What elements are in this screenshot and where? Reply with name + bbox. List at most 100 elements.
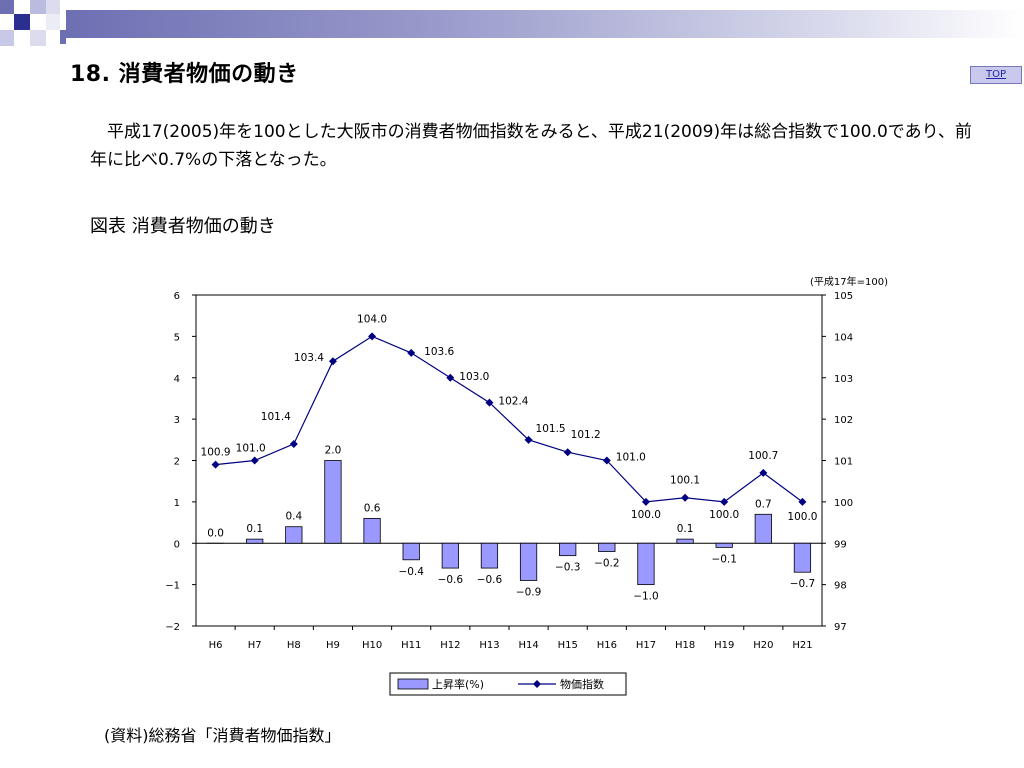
page-title: 18. 消費者物価の動き: [70, 62, 299, 87]
legend-bar-label: 上昇率(%): [432, 677, 484, 691]
line-point: [524, 435, 533, 444]
header-decoration: [0, 0, 66, 60]
bar: [754, 513, 772, 544]
right-axis-tick-label: 105: [834, 291, 853, 302]
line-data-label: 100.9: [201, 447, 231, 459]
line-data-label: 100.0: [631, 509, 661, 521]
source-note: (資料)総務省「消費者物価指数」: [104, 726, 341, 745]
line-point: [720, 497, 729, 506]
left-axis-tick-label: 0: [174, 539, 180, 550]
bar: [402, 542, 420, 561]
x-axis-tick-label: H20: [753, 640, 773, 651]
line-data-label: 103.6: [424, 346, 454, 358]
left-axis-tick-label: 2: [174, 457, 180, 468]
plot-frame: [195, 294, 823, 627]
x-axis-tick-label: H21: [792, 640, 812, 651]
line-data-label: 100.1: [670, 475, 700, 487]
bar: [676, 538, 694, 544]
line-point: [289, 439, 298, 448]
x-axis-tick-label: H11: [401, 640, 421, 651]
bar: [793, 542, 812, 573]
right-axis-tick-label: 100: [834, 498, 853, 509]
legend-line-label: 物価指数: [560, 677, 604, 691]
x-axis-tick-label: H14: [518, 640, 538, 651]
right-axis-note: (平成17年=100): [810, 275, 888, 288]
bar-data-label: 0.4: [285, 511, 302, 523]
left-axis-tick-label: −1: [165, 581, 180, 592]
data-labels: 0.0 0.1 0.4 2.0 0.6 −0.4 −0.6 −0.6 −0.9 −0.3 −0.2 −…: [201, 313, 818, 602]
right-axis-tick-label: 102: [834, 415, 853, 426]
bar-data-label: 0.0: [207, 527, 224, 539]
right-axis-tick-label: 98: [834, 581, 847, 592]
bar: [715, 542, 733, 548]
legend-line-marker: [533, 680, 541, 688]
figure-caption: 図表 消費者物価の動き: [90, 216, 276, 237]
header-bar: [66, 10, 1024, 38]
line-point: [759, 468, 768, 477]
line-point: [368, 332, 377, 341]
right-axis-tick-label: 104: [834, 332, 853, 343]
plot-area: [195, 294, 823, 627]
left-axis-tick-label: 6: [174, 291, 180, 302]
line-data-label: 101.2: [571, 429, 601, 441]
bar-data-label: −0.6: [477, 574, 503, 586]
bar-data-label: 2.0: [325, 445, 342, 457]
bar: [480, 542, 499, 569]
bar-data-label: −0.6: [438, 574, 464, 586]
right-axis-tick-label: 99: [834, 539, 847, 550]
x-axis-tick-label: H9: [326, 640, 340, 651]
left-axis-tick-label: 5: [174, 332, 180, 343]
bar: [441, 542, 459, 569]
line-data-label: 104.0: [357, 313, 387, 325]
line-data-label: 101.4: [261, 411, 291, 423]
bar-data-label: 0.6: [364, 502, 381, 514]
line-data-label: 100.0: [709, 509, 739, 521]
line-point: [602, 456, 611, 465]
legend-box: [389, 672, 627, 696]
bar: [363, 518, 381, 544]
line-data-label: 103.0: [459, 371, 489, 383]
bar-data-label: 0.1: [677, 523, 694, 535]
line-point: [250, 456, 259, 465]
line-data-label: 101.0: [236, 443, 266, 455]
x-axis-tick-label: H7: [248, 640, 262, 651]
legend: 上昇率(%) 物価指数: [389, 672, 627, 696]
top-link-button[interactable]: TOP: [970, 66, 1022, 84]
line-point: [211, 460, 220, 469]
right-axis-tick-label: 101: [834, 457, 853, 468]
line-data-label: 102.4: [498, 396, 528, 408]
x-axis-tick-label: H6: [209, 640, 223, 651]
line-data-label: 101.0: [616, 452, 646, 464]
x-axis-tick-label: H13: [479, 640, 499, 651]
x-axis-tick-label: H15: [558, 640, 578, 651]
line-point: [328, 357, 337, 366]
line-series: [211, 332, 807, 506]
bar-series: [206, 460, 812, 586]
bar: [559, 542, 577, 557]
bar: [324, 460, 342, 544]
x-axis-tick-label: H8: [287, 640, 301, 651]
line-point: [446, 373, 455, 382]
line-point: [485, 398, 494, 407]
bar: [519, 542, 538, 581]
x-axis-tick-label: H12: [440, 640, 460, 651]
line-point: [681, 493, 690, 502]
summary-text: 平成17(2005)年を100とした大阪市の消費者物価指数をみると、平成21(2…: [90, 122, 972, 170]
bar-data-label: −0.2: [594, 558, 620, 570]
line-point: [798, 497, 807, 506]
line-data-label: 100.7: [748, 450, 778, 462]
index-line: [215, 335, 803, 503]
legend-bar-swatch: [397, 678, 429, 690]
left-axis-tick-label: 3: [174, 415, 180, 426]
line-data-label: 100.0: [787, 511, 817, 523]
bar-data-label: −0.3: [555, 562, 581, 574]
x-axis-tick-label: H10: [362, 640, 382, 651]
x-axis-tick-label: H16: [597, 640, 617, 651]
x-axis-tick-label: H17: [636, 640, 656, 651]
bar: [637, 542, 655, 586]
line-point: [407, 348, 416, 357]
x-axis-tick-label: H19: [714, 640, 734, 651]
line-data-label: 101.5: [536, 423, 566, 435]
bar: [246, 538, 264, 544]
bar: [285, 526, 303, 544]
